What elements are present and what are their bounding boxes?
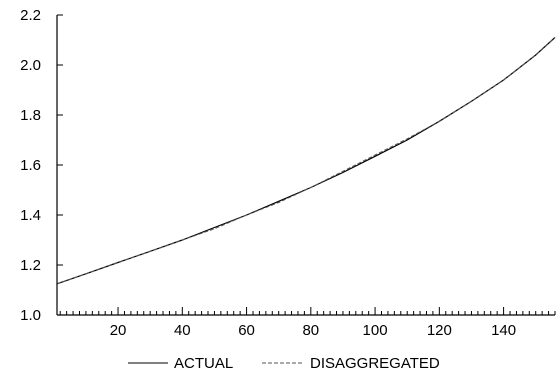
y-tick-label: 1.2 — [20, 257, 41, 274]
y-tick-label: 2.0 — [20, 57, 41, 74]
y-tick-label: 1.4 — [20, 207, 41, 224]
y-tick-label: 1.6 — [20, 157, 41, 174]
x-tick-label: 60 — [238, 322, 255, 339]
axes: 1.0 1.2 1.4 1.6 1.8 2.0 2.2 20 40 60 80 100 120 140 — [20, 7, 556, 339]
plot-area — [56, 37, 556, 285]
legend: ACTUAL DISAGGREGATED — [128, 355, 440, 372]
y-tick-label: 1.0 — [20, 307, 41, 324]
x-tick-label: 20 — [110, 322, 127, 339]
x-tick-label: 140 — [491, 322, 516, 339]
y-tick-label: 1.8 — [20, 107, 41, 124]
x-tick-label: 100 — [363, 322, 388, 339]
y-tick-label: 2.2 — [20, 7, 41, 24]
series-line-disaggregated — [56, 37, 556, 285]
x-tick-label: 80 — [302, 322, 319, 339]
x-tick-label: 120 — [427, 322, 452, 339]
x-tick-label: 40 — [174, 322, 191, 339]
legend-label-actual: ACTUAL — [174, 355, 233, 372]
series-line-actual — [56, 37, 556, 285]
legend-label-disaggregated: DISAGGREGATED — [310, 355, 440, 372]
